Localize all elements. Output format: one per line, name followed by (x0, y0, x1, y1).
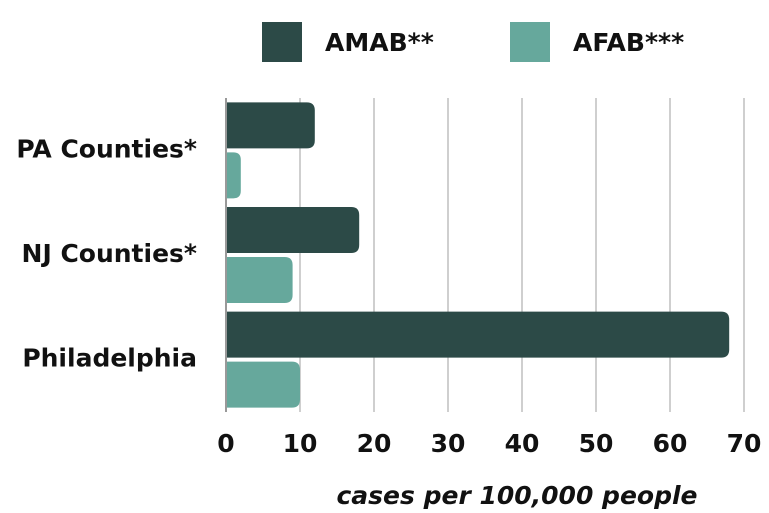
x-tick-label: 10 (283, 429, 318, 458)
x-tick-label: 30 (431, 429, 466, 458)
legend-label: AFAB*** (573, 28, 684, 57)
bar (226, 102, 315, 149)
x-axis-label: cases per 100,000 people (336, 481, 697, 510)
x-tick-label: 70 (727, 429, 762, 458)
x-tick-label: 20 (357, 429, 392, 458)
legend-swatch (510, 22, 550, 62)
bar (226, 152, 241, 199)
bar (226, 257, 293, 303)
bar (226, 361, 300, 408)
x-tick-label: 60 (653, 429, 688, 458)
y-tick-label: Philadelphia (22, 344, 197, 373)
legend-swatch (262, 22, 302, 62)
y-tick-label: NJ Counties* (22, 239, 197, 268)
x-tick-label: 0 (217, 429, 234, 458)
bar (226, 207, 360, 253)
y-tick-label: PA Counties* (16, 134, 197, 163)
bar (226, 311, 730, 358)
x-tick-label: 50 (579, 429, 614, 458)
x-tick-label: 40 (505, 429, 540, 458)
legend-label: AMAB** (325, 28, 434, 57)
